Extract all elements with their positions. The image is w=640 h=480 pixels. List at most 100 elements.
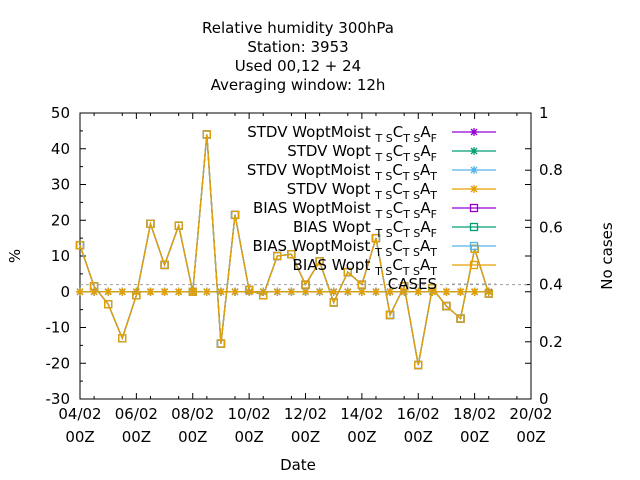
data-point: [202, 130, 211, 139]
x-tick-label-hour: 00Z: [234, 428, 263, 446]
data-point: [273, 251, 282, 261]
x-tick-label-hour: 00Z: [460, 428, 489, 446]
data-point: [315, 257, 324, 266]
x-tick-label-date: 14/02: [340, 405, 383, 423]
y-tick-label: -30: [46, 390, 71, 408]
data-point: [470, 287, 479, 296]
plot-area: [75, 130, 531, 370]
legend-entry: CASES: [388, 275, 496, 293]
legend-label: STDV WoptMoist T SCT SAT: [247, 161, 437, 183]
legend-marker: [470, 128, 478, 136]
data-point: [371, 287, 380, 296]
legend-label: BIAS Wopt T SCT SAF: [293, 218, 437, 240]
data-point: [216, 339, 226, 348]
y-tick-label: -20: [46, 354, 71, 372]
title-line-4: Averaging window: 12h: [211, 76, 386, 94]
legend-entry: STDV WoptMoist T SCT SAT: [247, 161, 496, 183]
data-point: [484, 289, 493, 298]
legend-label: BIAS WoptMoist T SCT SAT: [253, 237, 438, 259]
x-tick-label-hour: 00Z: [516, 428, 545, 446]
legend-label: BIAS WoptMoist T SCT SAF: [253, 199, 437, 221]
legend-label: CASES: [388, 275, 437, 293]
legend-label: BIAS Wopt T SCT SAT: [293, 256, 438, 278]
legend-entry: STDV WoptMoist T SCT SAF: [247, 123, 496, 145]
y2-tick-label: 0.2: [539, 333, 563, 351]
x-tick-label-hour: 00Z: [122, 428, 151, 446]
data-point: [386, 287, 395, 296]
data-point: [160, 260, 169, 270]
data-point: [343, 287, 352, 296]
data-point: [428, 284, 437, 293]
data-point: [76, 287, 84, 296]
x-tick-label-date: 08/02: [171, 405, 214, 423]
legend-entry: BIAS Wopt T SCT SAF: [293, 218, 496, 240]
x-tick-label-date: 06/02: [115, 405, 158, 423]
data-point: [343, 267, 352, 277]
data-point: [146, 287, 155, 296]
legend-label: STDV Wopt T SCT SAF: [287, 142, 437, 164]
data-point: [174, 287, 183, 296]
data-point: [385, 310, 395, 320]
data-point: [259, 291, 268, 300]
data-point: [104, 287, 113, 296]
data-point: [442, 301, 451, 311]
data-point: [174, 221, 183, 230]
x-tick-label-date: 18/02: [453, 405, 496, 423]
data-point: [216, 287, 225, 296]
legend-entry: STDV Wopt T SCT SAT: [287, 180, 496, 202]
x-tick-label-hour: 00Z: [65, 428, 94, 446]
x-tick-label-hour: 00Z: [178, 428, 207, 446]
legend-marker: [469, 203, 479, 213]
y-tick-label: 20: [51, 211, 70, 229]
data-point: [456, 314, 465, 323]
x-tick-label-date: 10/02: [228, 405, 271, 423]
legend-label: STDV WoptMoist T SCT SAF: [247, 123, 437, 145]
y-tick-label: 30: [51, 176, 70, 194]
data-point: [357, 287, 366, 296]
data-point: [230, 210, 240, 220]
data-point: [357, 280, 367, 289]
y2-tick-label: 0: [539, 390, 549, 408]
legend-entry: STDV Wopt T SCT SAF: [287, 142, 496, 164]
y-axis-label: %: [6, 249, 24, 263]
y2-tick-label: 1: [539, 104, 549, 122]
x-tick-label-date: 04/02: [58, 405, 101, 423]
y2-tick-label: 0.8: [539, 161, 563, 179]
data-point: [442, 287, 451, 296]
x-tick-label-date: 16/02: [397, 405, 440, 423]
legend-label: STDV Wopt T SCT SAT: [287, 180, 437, 202]
y-tick-label: -10: [46, 319, 71, 337]
data-point: [244, 285, 254, 295]
data-point: [287, 287, 296, 296]
x-tick-label-hour: 00Z: [291, 428, 320, 446]
legend-marker: [469, 260, 479, 270]
legend-entry: BIAS WoptMoist T SCT SAT: [253, 237, 496, 259]
title-line-3: Used 00,12 + 24: [235, 57, 361, 75]
data-point: [371, 233, 381, 243]
y-tick-label: 40: [51, 140, 70, 158]
legend-marker: [470, 185, 478, 193]
legend-entry: BIAS Wopt T SCT SAT: [293, 256, 496, 278]
y-tick-label: 0: [60, 283, 70, 301]
legend-entry: BIAS WoptMoist T SCT SAF: [253, 199, 496, 221]
y-tick-label: 10: [51, 247, 70, 265]
legend-marker: [470, 166, 478, 174]
data-point: [90, 287, 99, 296]
x-axis-label: Date: [280, 456, 316, 474]
data-point: [202, 287, 211, 296]
data-point: [301, 287, 310, 296]
data-point: [245, 287, 254, 296]
data-point: [301, 280, 310, 289]
data-point: [132, 291, 141, 300]
legend-marker: [469, 241, 479, 251]
x-tick-label-date: 12/02: [284, 405, 327, 423]
y2-axis-label: No cases: [598, 222, 616, 290]
series-line: [79, 134, 490, 366]
data-point: [400, 287, 409, 296]
x-tick-label-date: 20/02: [509, 405, 552, 423]
series-bias-7: [75, 130, 493, 370]
data-point: [104, 300, 113, 309]
